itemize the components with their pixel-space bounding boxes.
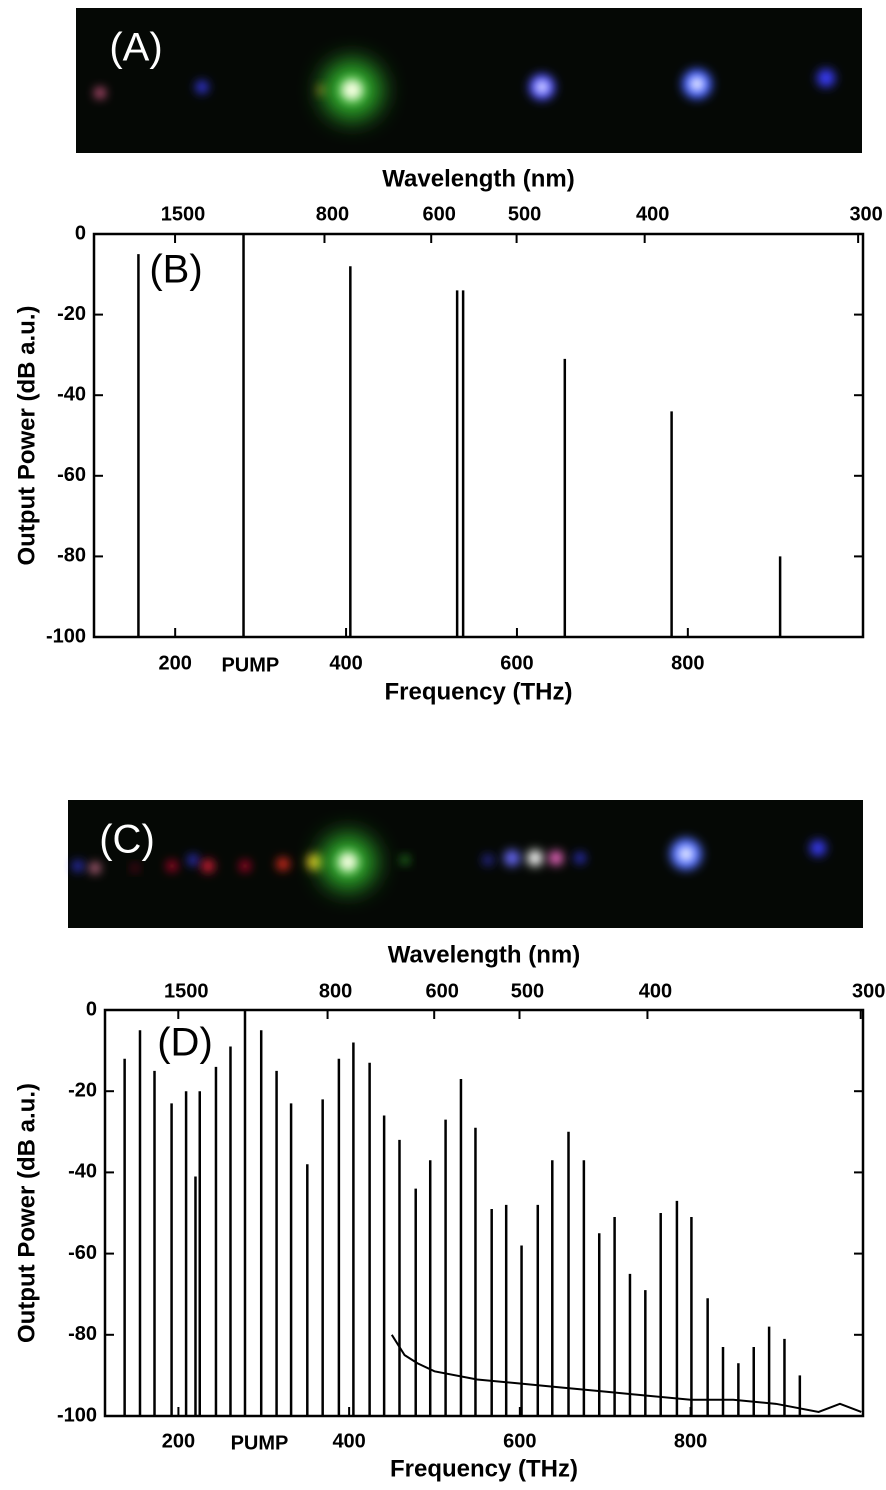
x2-tick-label: 600: [426, 980, 459, 1002]
y-tick-label: -40: [68, 1161, 97, 1183]
x-tick-label: 600: [503, 1430, 536, 1452]
photo-label: (A): [109, 26, 162, 70]
x2-tick-label: 400: [639, 980, 672, 1002]
x2-tick-label: 500: [508, 203, 541, 225]
y-axis-title: Output Power (dB a.u.): [13, 306, 40, 566]
photo-a: [76, 8, 862, 153]
y-tick-label: -60: [68, 1242, 97, 1264]
y-tick-label: 0: [75, 222, 86, 244]
noise-floor: [390, 1334, 862, 1413]
x2-tick-label: 1500: [164, 980, 209, 1002]
x-tick-label: 200: [158, 652, 191, 674]
x-tick-label: 600: [500, 652, 533, 674]
y-tick-label: -40: [57, 383, 86, 405]
x-tick-label: 400: [329, 652, 362, 674]
y-tick-label: -100: [46, 625, 86, 647]
panel-label: (D): [157, 1021, 213, 1065]
x2-tick-label: 600: [423, 203, 456, 225]
x-tick-label: 800: [674, 1430, 707, 1452]
x2-tick-label: 300: [852, 980, 885, 1002]
y-tick-label: -80: [57, 545, 86, 567]
y-tick-label: 0: [86, 998, 97, 1020]
x2-tick-label: 800: [316, 203, 349, 225]
x2-tick-label: 1500: [161, 203, 206, 225]
x-tick-label: 400: [332, 1430, 365, 1452]
annotation: PUMP: [231, 1432, 289, 1454]
y-tick-label: -80: [68, 1323, 97, 1345]
y-tick-label: -60: [57, 464, 86, 486]
x2-tick-label: 300: [849, 203, 882, 225]
annotation: PUMP: [221, 654, 279, 676]
x2-axis-title: Wavelength (nm): [388, 941, 580, 968]
y-axis-title: Output Power (dB a.u.): [13, 1083, 40, 1343]
x2-tick-label: 500: [511, 980, 544, 1002]
x2-axis-title: Wavelength (nm): [382, 165, 574, 192]
panel-label: (B): [149, 248, 202, 292]
y-tick-label: -20: [68, 1079, 97, 1101]
plot-frame: [92, 232, 865, 639]
x-axis-title: Frequency (THz): [390, 1455, 578, 1482]
plot-frame: [103, 1008, 865, 1418]
y-tick-label: -100: [57, 1404, 97, 1426]
x2-tick-label: 800: [319, 980, 352, 1002]
x-tick-label: 200: [162, 1430, 195, 1452]
photo-c: [68, 800, 863, 928]
x2-tick-label: 400: [636, 203, 669, 225]
y-tick-label: -20: [57, 303, 86, 325]
x-axis-title: Frequency (THz): [384, 678, 572, 705]
photo-label: (C): [99, 818, 155, 862]
x-tick-label: 800: [671, 652, 704, 674]
